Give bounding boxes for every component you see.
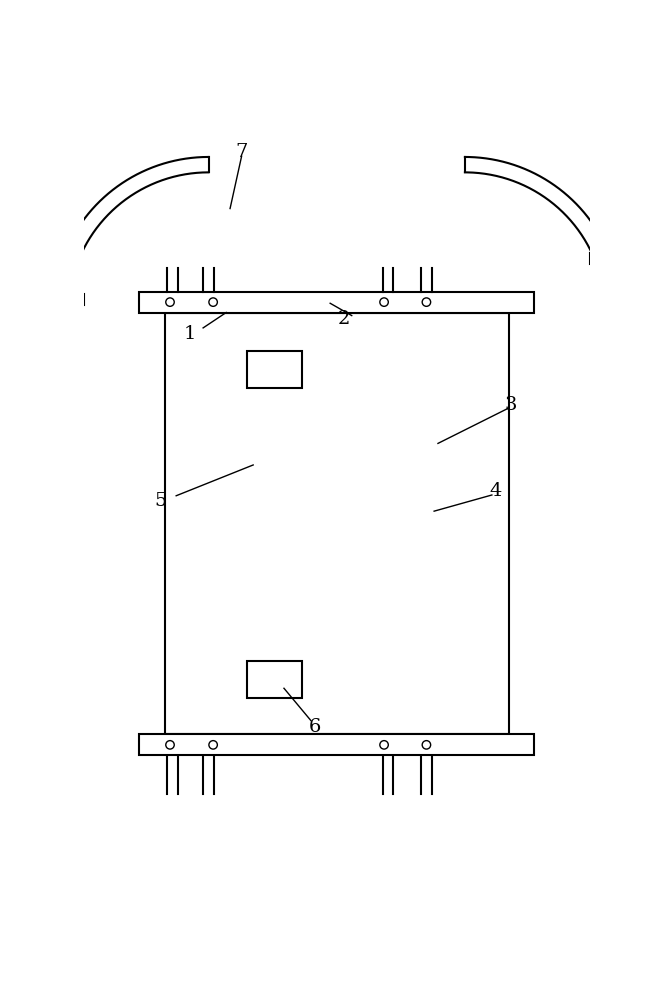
Text: 4: 4 xyxy=(489,482,502,500)
Circle shape xyxy=(422,741,430,749)
Circle shape xyxy=(166,298,174,306)
Circle shape xyxy=(209,298,217,306)
Circle shape xyxy=(166,741,174,749)
Bar xyxy=(247,351,302,388)
Text: 7: 7 xyxy=(235,143,248,161)
Circle shape xyxy=(209,741,217,749)
Text: 1: 1 xyxy=(184,325,196,343)
Bar xyxy=(247,661,302,698)
Text: 6: 6 xyxy=(309,718,321,736)
Text: 5: 5 xyxy=(154,492,167,510)
Bar xyxy=(139,734,534,755)
Bar xyxy=(165,312,509,734)
Text: 2: 2 xyxy=(338,310,350,328)
Bar xyxy=(51,294,84,305)
Bar xyxy=(590,253,622,264)
Text: 3: 3 xyxy=(505,396,517,414)
Circle shape xyxy=(380,741,388,749)
Bar xyxy=(139,292,534,312)
Circle shape xyxy=(422,298,430,306)
Circle shape xyxy=(380,298,388,306)
